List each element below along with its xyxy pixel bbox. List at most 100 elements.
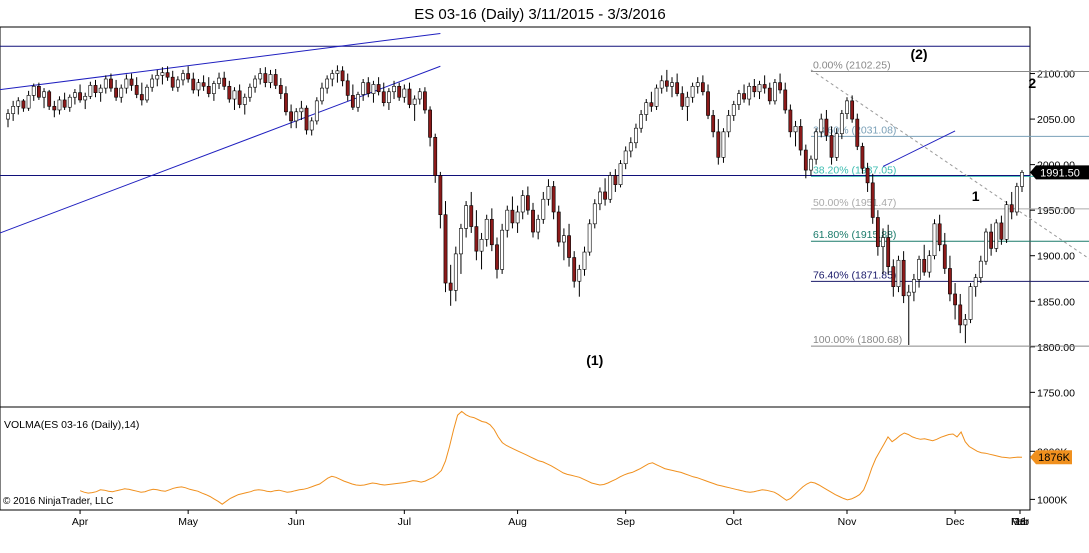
time-axis-label: Jun bbox=[288, 516, 305, 528]
candle-body bbox=[865, 167, 870, 184]
candle-body bbox=[572, 257, 577, 282]
candle-body bbox=[340, 70, 345, 82]
candle bbox=[201, 75, 206, 91]
candle bbox=[83, 92, 88, 110]
candle bbox=[263, 67, 268, 88]
candle-body bbox=[834, 133, 839, 158]
candle bbox=[598, 187, 602, 211]
candle bbox=[309, 117, 314, 136]
candle bbox=[809, 155, 813, 176]
candle-body bbox=[675, 82, 680, 94]
candle-body bbox=[325, 78, 330, 89]
candle-body bbox=[299, 107, 304, 113]
candle bbox=[592, 199, 597, 229]
candle-body bbox=[155, 75, 160, 80]
time-axis-label: 16 bbox=[1014, 516, 1026, 528]
candle-body bbox=[948, 268, 952, 295]
volma-series-line bbox=[79, 410, 1023, 505]
candle-body bbox=[217, 77, 221, 84]
candle bbox=[175, 76, 180, 92]
candle-body bbox=[562, 235, 566, 243]
candle bbox=[654, 84, 659, 110]
price-panel[interactable] bbox=[0, 26, 1031, 408]
candle bbox=[520, 190, 525, 220]
fib-level-label: 61.80% (1915.88) bbox=[813, 229, 896, 241]
horizontal-lines[interactable] bbox=[0, 45, 1030, 177]
copyright-text: © 2016 NinjaTrader, LLC bbox=[3, 496, 113, 507]
candle bbox=[639, 109, 644, 133]
candle-body bbox=[330, 73, 335, 80]
candle-body bbox=[803, 149, 808, 171]
candle-body bbox=[98, 87, 103, 93]
candle bbox=[690, 82, 695, 103]
candle bbox=[165, 66, 170, 81]
candle bbox=[160, 67, 165, 85]
candle bbox=[567, 223, 571, 267]
volma-panel[interactable] bbox=[0, 406, 1031, 511]
candle-body bbox=[567, 235, 571, 258]
candle bbox=[469, 191, 474, 233]
candle-body bbox=[901, 259, 906, 297]
candle-body bbox=[103, 78, 108, 89]
candle-body bbox=[999, 222, 1004, 240]
candle-body bbox=[1020, 172, 1024, 187]
candle bbox=[958, 293, 963, 334]
time-axis-label: Jul bbox=[398, 516, 411, 528]
candle-body bbox=[248, 86, 252, 98]
candle-body bbox=[1009, 204, 1014, 213]
candle-body bbox=[304, 107, 309, 131]
candle-body bbox=[459, 228, 463, 255]
candle-body bbox=[773, 82, 777, 102]
candle bbox=[978, 255, 983, 284]
candle-body bbox=[489, 218, 494, 246]
trendline bbox=[0, 65, 441, 234]
candle bbox=[912, 273, 916, 302]
candle-body bbox=[721, 131, 726, 158]
time-axis-label: Nov bbox=[838, 516, 857, 528]
candle-body bbox=[891, 266, 896, 287]
candle bbox=[448, 264, 453, 306]
last-price-label: 1991.50 bbox=[1040, 167, 1080, 179]
candle bbox=[510, 196, 515, 229]
candle-body bbox=[690, 85, 695, 98]
candle bbox=[695, 77, 700, 94]
fib-level-label: 76.40% (1871.85) bbox=[813, 269, 896, 281]
candle bbox=[417, 88, 422, 105]
candle bbox=[726, 109, 731, 138]
candle bbox=[948, 255, 952, 302]
candle-body bbox=[603, 191, 607, 200]
fibonacci-retracement[interactable]: 0.00% (2102.25) 23.60% (2031.08) 38.20% (1… bbox=[810, 59, 1089, 347]
candle-body bbox=[994, 222, 999, 249]
candle bbox=[73, 89, 77, 105]
trendlines[interactable] bbox=[0, 32, 1089, 345]
candle-body bbox=[268, 74, 273, 83]
candle bbox=[150, 74, 155, 92]
candle-body bbox=[289, 111, 293, 122]
candle bbox=[747, 82, 752, 106]
candle-body bbox=[67, 96, 72, 108]
candle bbox=[870, 173, 875, 224]
candle bbox=[531, 202, 535, 238]
candle-body bbox=[134, 85, 139, 95]
candle-body bbox=[767, 87, 772, 102]
candle bbox=[551, 181, 556, 220]
candle bbox=[706, 84, 710, 120]
candle-body bbox=[242, 96, 247, 105]
candle bbox=[484, 214, 489, 247]
candle-body bbox=[670, 82, 674, 87]
candle-body bbox=[361, 82, 366, 95]
candle bbox=[402, 84, 407, 103]
candle-body bbox=[659, 80, 664, 89]
candle-body bbox=[309, 120, 314, 131]
fib-level-label: 50.00% (1951.47) bbox=[813, 197, 896, 209]
candle bbox=[793, 120, 798, 147]
candle-body bbox=[953, 293, 957, 306]
candle bbox=[330, 69, 335, 87]
candle bbox=[495, 237, 499, 279]
candle-body bbox=[531, 209, 535, 233]
candle bbox=[103, 75, 108, 94]
candle bbox=[582, 246, 587, 276]
time-axis-label: Dec bbox=[946, 516, 965, 528]
candle bbox=[366, 77, 371, 98]
candle-body bbox=[129, 78, 134, 86]
